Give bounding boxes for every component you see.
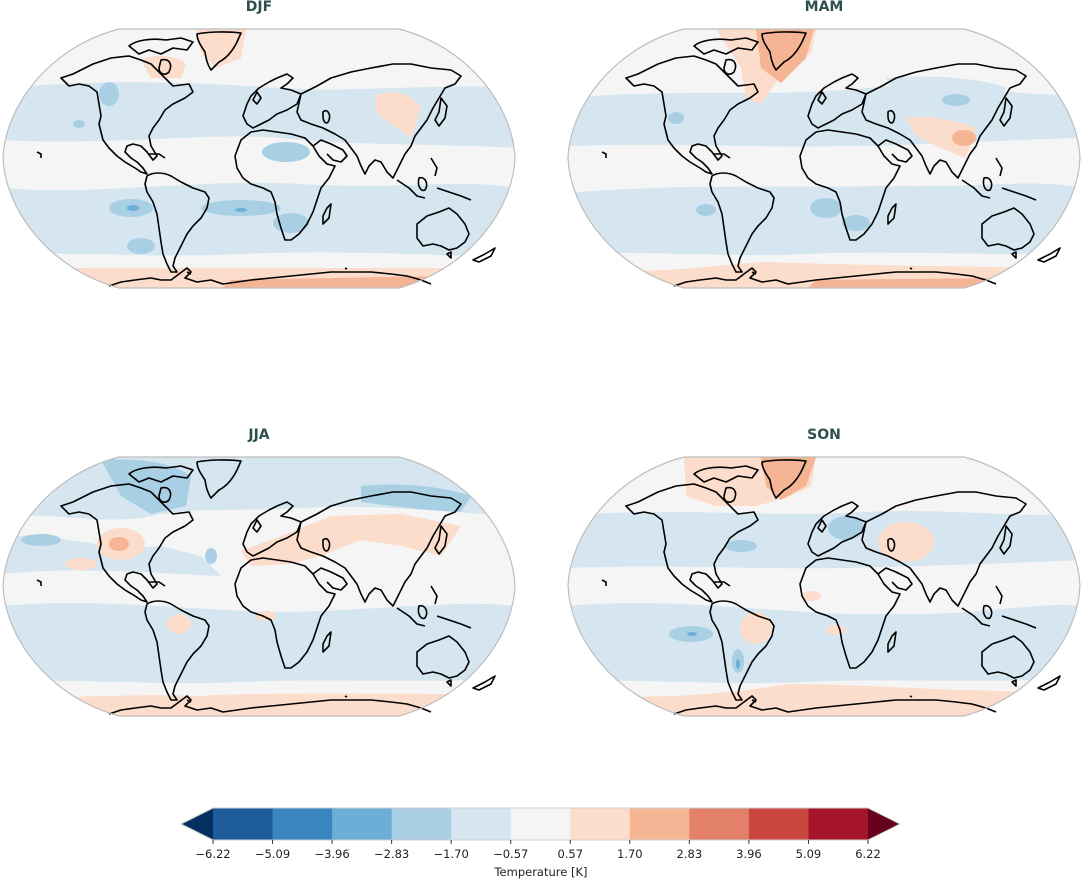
colorbar-bin bbox=[570, 808, 631, 840]
map-son bbox=[567, 456, 1081, 717]
colorbar-label: Temperature [K] bbox=[494, 865, 588, 879]
colorbar: −6.22 −5.09 −3.96 −2.83 −1.70 −0.57 0.57 1.70 2.… bbox=[180, 806, 902, 883]
colorbar-bin bbox=[808, 808, 869, 840]
colorbar-tick-label: −3.96 bbox=[314, 847, 350, 861]
panel-mam: MAM bbox=[566, 0, 1082, 290]
colorbar-bin bbox=[748, 808, 809, 840]
colorbar-bin bbox=[213, 808, 274, 840]
map-djf bbox=[2, 28, 516, 289]
panel-title-mam: MAM bbox=[804, 0, 844, 15]
panel-jja: JJA bbox=[1, 428, 517, 718]
colorbar-tick-label: 5.09 bbox=[795, 847, 822, 861]
colorbar-tick-label: 1.70 bbox=[617, 847, 643, 861]
colorbar-bin bbox=[689, 808, 750, 840]
colorbar-tick-label: 6.22 bbox=[855, 847, 881, 861]
colorbar-tick-label: −5.09 bbox=[254, 847, 291, 861]
colorbar-bin bbox=[391, 808, 452, 840]
colorbar-over-arrow bbox=[868, 808, 900, 840]
panel-djf: DJF bbox=[1, 0, 517, 290]
colorbar-tick-label: −6.22 bbox=[195, 847, 231, 861]
colorbar-bin bbox=[272, 808, 333, 840]
colorbar-tick-label: 0.57 bbox=[557, 847, 584, 861]
panel-title-jja: JJA bbox=[248, 427, 270, 443]
panel-title-djf: DJF bbox=[245, 0, 273, 15]
panel-son: SON bbox=[566, 428, 1082, 718]
colorbar-tick-label: 3.96 bbox=[736, 847, 762, 861]
panel-title-son: SON bbox=[807, 427, 841, 443]
colorbar-tick-label: 2.83 bbox=[676, 847, 703, 861]
colorbar-tick-label: −2.83 bbox=[374, 847, 410, 861]
map-mam bbox=[567, 28, 1081, 289]
colorbar-tick-label: −1.70 bbox=[433, 847, 469, 861]
colorbar-bin bbox=[629, 808, 690, 840]
colorbar-swatches bbox=[180, 807, 902, 844]
colorbar-under-arrow bbox=[181, 808, 213, 840]
colorbar-bin bbox=[332, 808, 393, 840]
colorbar-tick-label: −0.57 bbox=[493, 847, 529, 861]
colorbar-bin bbox=[451, 808, 512, 840]
map-jja bbox=[2, 456, 516, 717]
colorbar-bin bbox=[510, 808, 571, 840]
